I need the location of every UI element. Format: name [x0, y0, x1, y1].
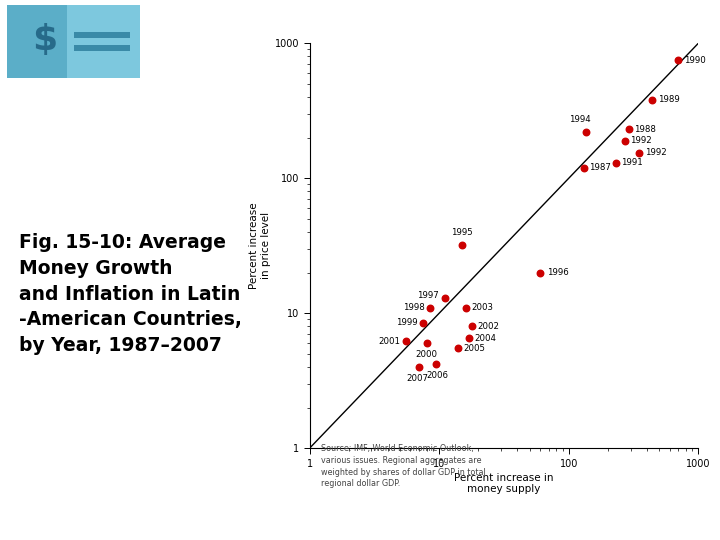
Point: [421, 339, 433, 347]
Text: 2001: 2001: [378, 337, 400, 346]
Point: [578, 163, 590, 172]
Point: [580, 127, 591, 136]
Text: Fig. 15-10: Average
Money Growth
and Inflation in Latin
-American Countries,
by : Fig. 15-10: Average Money Growth and Inf…: [19, 233, 242, 355]
Text: 1991: 1991: [621, 158, 643, 167]
Point: [456, 241, 468, 249]
Text: 2007: 2007: [407, 374, 428, 383]
Y-axis label: Percent increase
in price level: Percent increase in price level: [249, 202, 271, 289]
Text: 1995: 1995: [451, 228, 473, 237]
Point: [424, 303, 436, 312]
Point: [619, 136, 631, 145]
Point: [610, 159, 621, 167]
Text: 15-23: 15-23: [681, 516, 709, 525]
Point: [418, 319, 429, 327]
Text: 1994: 1994: [570, 114, 591, 124]
Bar: [74, 45, 130, 51]
Point: [413, 362, 425, 371]
Point: [534, 268, 546, 277]
Text: 2005: 2005: [464, 344, 486, 353]
Point: [431, 360, 442, 368]
Point: [672, 56, 684, 64]
Text: 2002: 2002: [478, 322, 500, 331]
Point: [463, 334, 474, 343]
Text: 2004: 2004: [474, 334, 497, 343]
Point: [634, 148, 645, 157]
Text: 1992: 1992: [630, 136, 652, 145]
X-axis label: Percent increase in
money supply: Percent increase in money supply: [454, 473, 554, 495]
Text: 2006: 2006: [427, 371, 449, 380]
Point: [623, 125, 634, 134]
Text: 1988: 1988: [634, 125, 656, 134]
Text: 1992: 1992: [645, 148, 667, 157]
Text: 1998: 1998: [402, 303, 425, 312]
Text: 1987: 1987: [589, 163, 611, 172]
FancyBboxPatch shape: [7, 5, 140, 78]
Bar: [74, 32, 130, 38]
Text: 1989: 1989: [658, 96, 680, 104]
Text: 1999: 1999: [396, 318, 418, 327]
Bar: [67, 5, 140, 78]
Point: [400, 337, 411, 346]
Text: Copyright ©2015 Pearson Education, Inc. All rights reserved.: Copyright ©2015 Pearson Education, Inc. …: [11, 516, 309, 525]
Text: 1997: 1997: [418, 291, 439, 300]
Text: 2003: 2003: [471, 303, 493, 312]
Text: $: $: [32, 23, 57, 57]
Point: [647, 96, 658, 104]
Point: [452, 344, 464, 353]
Text: 1996: 1996: [547, 268, 569, 277]
Text: 2000: 2000: [415, 350, 438, 359]
Point: [460, 303, 472, 312]
Text: Source: IMF, World Economic Outlook,
various issues. Regional aggregates are
wei: Source: IMF, World Economic Outlook, var…: [321, 444, 486, 488]
Point: [467, 322, 478, 330]
Text: 1990: 1990: [684, 56, 706, 65]
Point: [438, 294, 450, 302]
